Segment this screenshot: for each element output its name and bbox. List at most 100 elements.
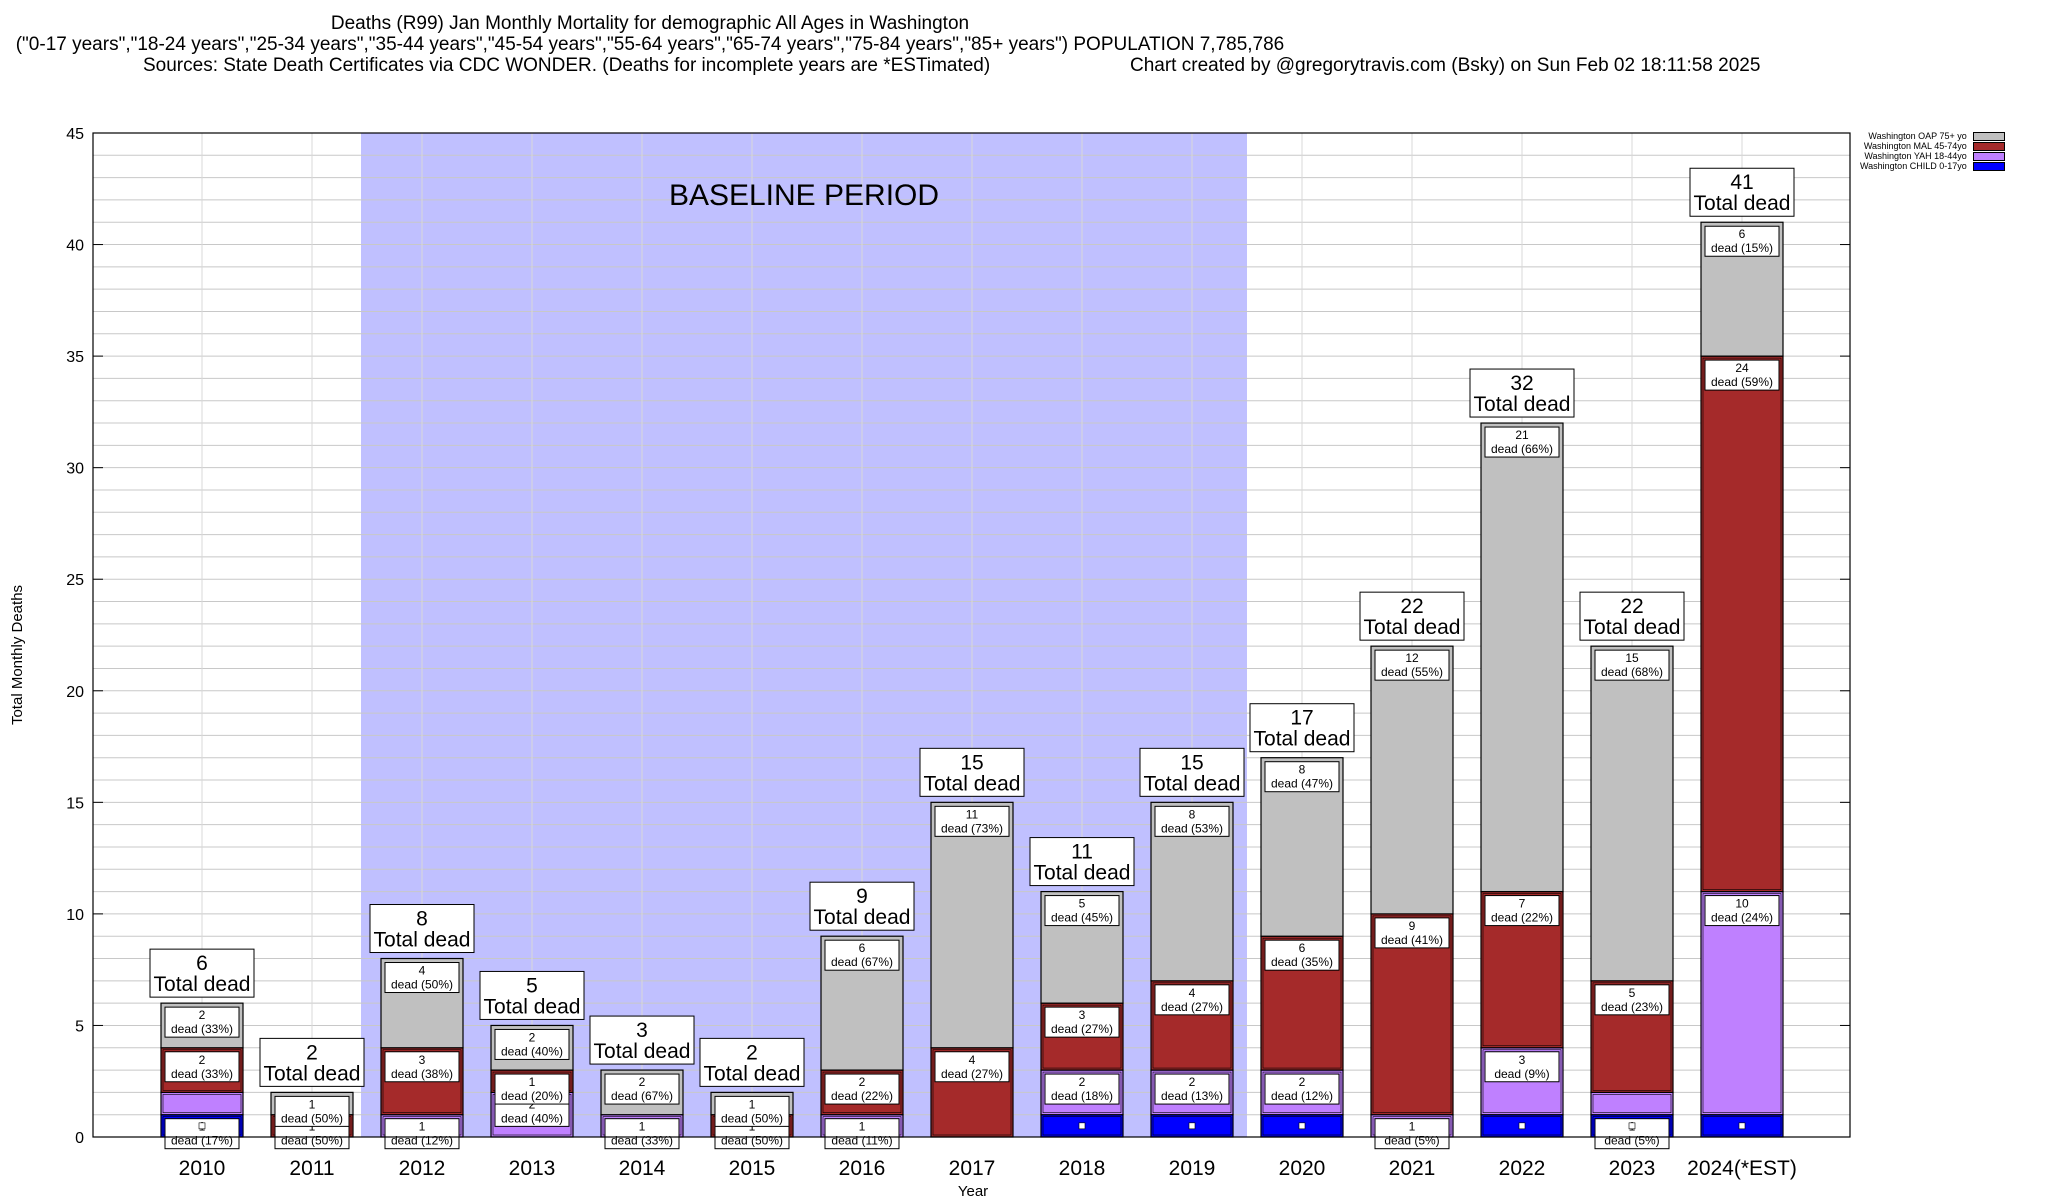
segment-percent-label: dead (40%) (501, 1111, 563, 1125)
bar-segment-inner (1592, 1094, 1672, 1113)
total-suffix-label: Total dead (1474, 393, 1571, 416)
segment-count-label: 1 (309, 1097, 316, 1111)
segment-percent-label: dead (50%) (281, 1134, 343, 1148)
segment-count-label: 1 (749, 1097, 756, 1111)
chart-title-line1: Deaths (R99) Jan Monthly Mortality for d… (330, 13, 970, 34)
segment-label-box (1044, 1006, 1120, 1038)
bar-segment-inner (1152, 1116, 1232, 1136)
total-value-label: 22 (1400, 595, 1423, 618)
segment-label-box (824, 939, 900, 971)
bar-segment-inner (162, 1049, 242, 1091)
total-suffix-label: Total dead (264, 1062, 361, 1085)
x-tick-label: 2019 (1169, 1157, 1216, 1180)
total-value-label: 15 (960, 751, 983, 774)
y-tick-label: 25 (66, 572, 84, 589)
y-tick-label: 0 (75, 1130, 84, 1147)
segment-count-label: 1 (1409, 1120, 1416, 1134)
segment-label-box (1154, 1073, 1230, 1105)
total-label-box (809, 881, 915, 931)
bar-segment-inner (1042, 1116, 1122, 1136)
total-label-box (149, 948, 255, 998)
segment-count-label: 6 (1299, 941, 1306, 955)
total-suffix-label: Total dead (374, 929, 471, 952)
bar-segment (1480, 422, 1564, 893)
segment-percent-label: dead (33%) (171, 1022, 233, 1036)
segment-label-box (604, 1118, 680, 1150)
segment-count-label: 2 (199, 1053, 206, 1067)
segment-count-label: 3 (1079, 1008, 1086, 1022)
x-axis-label: Year (958, 1183, 988, 1200)
segment-percent-label: dead (13%) (1161, 1089, 1223, 1103)
total-label-box (369, 904, 475, 954)
bar-segment-inner (1152, 1071, 1232, 1113)
total-label-box (699, 1037, 805, 1087)
x-tick-label: 2016 (839, 1157, 886, 1180)
segment-label-box (1374, 649, 1450, 681)
segment-percent-label: dead (22%) (1491, 911, 1553, 925)
segment-count-label: 4 (1189, 986, 1196, 1000)
segment-percent-label: dead (20%) (501, 1089, 563, 1103)
total-label-box (1029, 837, 1135, 887)
total-suffix-label: Total dead (704, 1062, 801, 1085)
segment-percent-label: dead (23%) (1601, 1000, 1663, 1014)
segment-count-label: 2 (1079, 1075, 1086, 1089)
segment-count-label: 1 (419, 1120, 426, 1134)
segment-label-box (824, 1073, 900, 1105)
total-value-label: 2 (306, 1041, 318, 1064)
segment-percent-label: dead (53%) (1161, 821, 1223, 835)
y-tick-label: 10 (66, 907, 84, 924)
segment-percent-label: dead (22%) (831, 1089, 893, 1103)
total-suffix-label: Total dead (1364, 616, 1461, 639)
segment-label-box (714, 1095, 790, 1127)
total-suffix-label: Total dead (154, 973, 251, 996)
segment-percent-label: dead (47%) (1271, 777, 1333, 791)
segment-label-box (1154, 805, 1230, 837)
total-label-box (479, 970, 585, 1020)
child-marker (1188, 1122, 1196, 1130)
total-suffix-label: Total dead (924, 772, 1021, 795)
segment-percent-label: dead (5%) (1384, 1134, 1439, 1148)
legend-item-mal: Washington MAL 45-74yo (1860, 141, 2005, 151)
legend-label-mal: Washington MAL 45-74yo (1863, 141, 1967, 151)
segment-label-box (1044, 1073, 1120, 1105)
segment-percent-label: dead (5%) (1604, 1134, 1659, 1148)
segment-percent-label: dead (55%) (1381, 665, 1443, 679)
total-value-label: 9 (856, 885, 868, 908)
total-label-box (1469, 368, 1575, 418)
segment-percent-label: dead (50%) (721, 1134, 783, 1148)
x-tick-label: 2014 (619, 1157, 666, 1180)
segment-percent-label: dead (73%) (941, 821, 1003, 835)
total-label-box (1359, 591, 1465, 641)
segment-count-label: 21 (1515, 428, 1529, 442)
segment-count-label: 2 (859, 1075, 866, 1089)
legend-label-oap: Washington OAP 75+ yo (1868, 131, 1967, 141)
segment-count-label: 6 (1739, 227, 1746, 241)
x-tick-label: 2012 (399, 1157, 446, 1180)
segment-percent-label: dead (38%) (391, 1067, 453, 1081)
bar-segment (1590, 1091, 1674, 1116)
segment-label-box (934, 1051, 1010, 1083)
total-label-box (919, 747, 1025, 797)
bar-segment-inner (1042, 1071, 1122, 1113)
child-marker (1078, 1122, 1086, 1130)
segment-count-label: 15 (1625, 651, 1639, 665)
bar-segment-inner (1262, 1116, 1342, 1136)
segment-label-box (1374, 1118, 1450, 1150)
segment-percent-label: dead (12%) (391, 1134, 453, 1148)
segment-percent-label: dead (33%) (611, 1134, 673, 1148)
total-label-box (589, 1015, 695, 1065)
bar-segment (930, 801, 1014, 1049)
total-value-label: 2 (746, 1041, 758, 1064)
segment-count-label: 8 (1189, 807, 1196, 821)
segment-label-box (1594, 984, 1670, 1016)
segment-count-label: 3 (419, 1053, 426, 1067)
segment-count-label: 6 (859, 941, 866, 955)
segment-label-box (1484, 426, 1560, 458)
segment-label-box (164, 1006, 240, 1038)
total-label-box (1579, 591, 1685, 641)
segment-count-label: 11 (966, 807, 979, 821)
bar-segment-inner (1482, 1049, 1562, 1113)
total-suffix-label: Total dead (1694, 192, 1791, 215)
total-value-label: 32 (1510, 372, 1533, 395)
segment-percent-label: dead (67%) (611, 1089, 673, 1103)
